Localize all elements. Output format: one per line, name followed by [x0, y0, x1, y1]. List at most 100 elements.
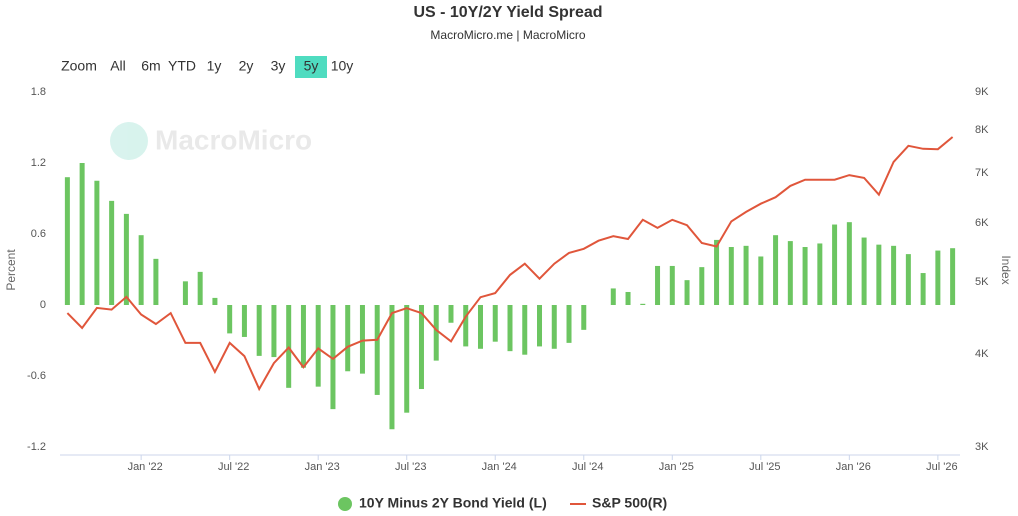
range-button[interactable]: All — [110, 58, 126, 74]
line — [66, 136, 954, 392]
bar — [79, 163, 85, 305]
range-button[interactable]: 1y — [207, 58, 222, 74]
bar — [655, 265, 661, 305]
bar — [345, 305, 351, 372]
bar — [625, 291, 631, 305]
bar — [138, 235, 144, 305]
chart-subtitle: MacroMicro.me | MacroMicro — [430, 28, 585, 42]
watermark-group: MacroMicro — [110, 122, 312, 160]
bar — [300, 305, 306, 368]
bar — [891, 245, 897, 305]
y-tick-label: -1.2 — [27, 441, 46, 453]
bar — [109, 200, 115, 305]
bar — [492, 305, 498, 342]
bar — [551, 305, 557, 349]
x-tick-label: Jul '23 — [395, 461, 426, 473]
bar — [699, 267, 705, 305]
bar — [477, 305, 483, 349]
x-tick-label: Jan '26 — [836, 461, 871, 473]
y2-tick-label: 3K — [975, 441, 989, 453]
bar — [433, 305, 439, 361]
x-tick-label: Jan '25 — [659, 461, 694, 473]
bar — [758, 256, 764, 305]
bar — [861, 237, 867, 305]
bar — [389, 305, 395, 430]
bar — [404, 305, 410, 413]
y2-tick-label: 5K — [975, 276, 989, 288]
bar — [256, 305, 262, 356]
legend-swatch — [338, 497, 352, 511]
x-tick-label: Jan '24 — [482, 461, 517, 473]
watermark-logo — [110, 122, 148, 160]
bar — [463, 305, 469, 347]
bar — [123, 213, 129, 305]
y2-axis-label: Index — [999, 255, 1013, 284]
zoom-label: Zoom — [61, 58, 97, 74]
x-tick-label: Jan '23 — [305, 461, 340, 473]
y2-tick-label: 7K — [975, 167, 989, 179]
y-tick-label: 1.2 — [31, 157, 46, 169]
bar — [920, 273, 926, 305]
bar — [935, 250, 941, 305]
y2-tick-label: 6K — [975, 217, 989, 229]
y2-tick-label: 8K — [975, 124, 989, 136]
bar — [743, 245, 749, 305]
y2-tick-label: 9K — [975, 86, 989, 98]
x-tick-label: Jan '22 — [128, 461, 163, 473]
bar — [241, 305, 247, 337]
bar — [950, 248, 956, 305]
watermark: MacroMicro — [155, 124, 312, 155]
x-tick-label: Jul '24 — [572, 461, 603, 473]
bar — [507, 305, 513, 352]
bar — [271, 305, 277, 358]
range-button[interactable]: 6m — [141, 58, 160, 74]
bar — [448, 305, 454, 323]
legend-label: 10Y Minus 2Y Bond Yield (L) — [359, 495, 547, 511]
bar — [832, 224, 838, 305]
x-tick-label: Jul '22 — [218, 461, 249, 473]
bar — [94, 180, 100, 305]
bar — [374, 305, 380, 395]
bar — [787, 241, 793, 305]
range-button[interactable]: 5y — [304, 58, 319, 74]
y2-tick-label: 4K — [975, 348, 989, 360]
range-button[interactable]: YTD — [168, 58, 196, 74]
bar — [669, 265, 675, 305]
range-button[interactable]: 2y — [239, 58, 254, 74]
bar — [684, 280, 690, 305]
legend-label: S&P 500(R) — [592, 495, 667, 511]
chart-title: US - 10Y/2Y Yield Spread — [413, 4, 602, 21]
y-tick-label: 1.8 — [31, 86, 46, 98]
bar — [418, 305, 424, 390]
bar — [182, 281, 188, 305]
bar — [817, 243, 823, 305]
range-button[interactable]: 10y — [331, 58, 354, 74]
y-tick-label: -0.6 — [27, 370, 46, 382]
bar — [522, 305, 528, 355]
bar — [153, 258, 159, 305]
y-axis-label: Percent — [4, 249, 18, 291]
y-tick-label: 0 — [40, 299, 46, 311]
x-tick-label: Jul '25 — [749, 461, 780, 473]
bar — [876, 244, 882, 305]
bar — [610, 288, 616, 305]
bar — [802, 247, 808, 305]
bar — [227, 305, 233, 334]
range-button[interactable]: 3y — [271, 58, 286, 74]
range-button-bg[interactable] — [295, 56, 327, 78]
bar — [714, 239, 720, 305]
bar — [359, 305, 365, 374]
bar — [566, 305, 572, 343]
bar — [537, 305, 543, 347]
bar — [640, 303, 646, 305]
bar — [330, 305, 336, 410]
bar — [315, 305, 321, 387]
bar — [581, 305, 587, 330]
bar — [64, 177, 70, 305]
x-tick-label: Jul '26 — [926, 461, 957, 473]
y-tick-label: 0.6 — [31, 228, 46, 240]
bar — [728, 247, 734, 305]
bar — [197, 271, 203, 305]
bar — [212, 297, 218, 305]
